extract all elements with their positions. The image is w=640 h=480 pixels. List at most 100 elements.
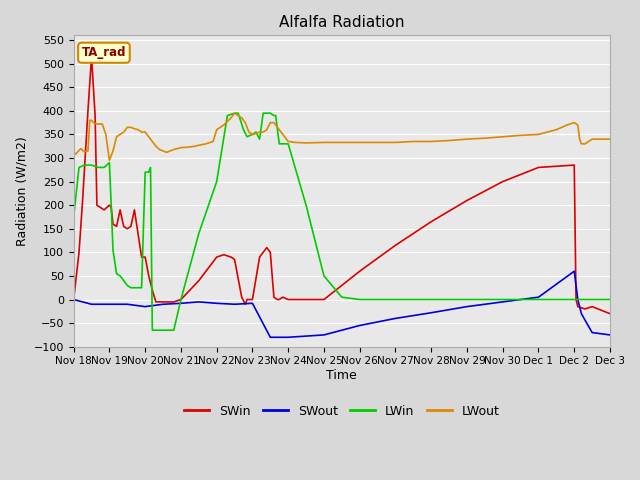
LWin bbox=[356, 297, 364, 302]
Line: LWout: LWout bbox=[74, 113, 610, 160]
Line: LWin: LWin bbox=[74, 113, 610, 330]
LWin bbox=[284, 141, 292, 147]
LWin bbox=[70, 214, 77, 220]
SWin bbox=[97, 204, 104, 210]
LWin bbox=[95, 165, 102, 170]
LWout bbox=[134, 127, 142, 132]
LWin bbox=[263, 110, 271, 116]
SWout bbox=[195, 299, 203, 305]
SWout bbox=[392, 315, 399, 321]
SWout bbox=[574, 297, 582, 302]
SWout bbox=[177, 300, 185, 306]
SWout bbox=[577, 311, 585, 317]
LWout bbox=[70, 153, 77, 158]
SWout bbox=[588, 330, 596, 336]
LWin bbox=[141, 169, 149, 175]
LWin bbox=[270, 113, 278, 119]
LWin bbox=[606, 297, 614, 302]
SWout bbox=[248, 300, 256, 306]
LWin bbox=[147, 165, 154, 170]
LWin bbox=[75, 165, 83, 170]
LWout bbox=[606, 136, 614, 142]
SWout bbox=[284, 335, 292, 340]
LWin bbox=[213, 179, 221, 184]
LWin bbox=[243, 134, 251, 140]
SWout bbox=[70, 297, 77, 302]
LWin bbox=[248, 132, 256, 137]
SWout bbox=[320, 332, 328, 338]
SWout bbox=[141, 304, 149, 310]
LWin bbox=[100, 165, 108, 170]
LWin bbox=[275, 141, 283, 147]
Line: SWout: SWout bbox=[74, 271, 610, 337]
LWin bbox=[138, 285, 145, 290]
LWout bbox=[116, 132, 124, 137]
SWin bbox=[108, 204, 115, 210]
LWin bbox=[252, 129, 260, 135]
LWin bbox=[134, 285, 142, 290]
SWout bbox=[428, 310, 435, 316]
Text: TA_rad: TA_rad bbox=[82, 46, 126, 59]
LWin bbox=[256, 136, 264, 142]
LWin bbox=[266, 110, 274, 116]
LWout bbox=[230, 110, 238, 116]
LWin bbox=[302, 202, 310, 208]
LWin bbox=[88, 162, 95, 168]
LWout bbox=[209, 139, 217, 144]
SWout bbox=[213, 300, 221, 306]
LWout bbox=[156, 146, 163, 152]
LWin bbox=[230, 110, 238, 116]
SWout bbox=[124, 301, 131, 307]
LWout bbox=[534, 132, 542, 137]
LWin bbox=[272, 113, 280, 119]
LWin bbox=[152, 327, 160, 333]
SWin bbox=[230, 256, 238, 262]
SWout bbox=[88, 301, 95, 307]
LWin bbox=[223, 113, 231, 119]
LWin bbox=[239, 127, 247, 132]
LWin bbox=[109, 247, 117, 253]
LWin bbox=[120, 278, 127, 284]
SWout bbox=[570, 268, 578, 274]
SWin bbox=[88, 54, 95, 60]
SWout bbox=[463, 304, 471, 310]
LWin bbox=[338, 294, 346, 300]
LWin bbox=[106, 160, 113, 166]
Line: SWin: SWin bbox=[74, 57, 610, 314]
LWin bbox=[124, 283, 131, 288]
SWout bbox=[230, 301, 238, 307]
Y-axis label: Radiation (W/m2): Radiation (W/m2) bbox=[15, 136, 28, 246]
LWin bbox=[234, 110, 242, 116]
LWin bbox=[145, 169, 152, 175]
LWin bbox=[108, 202, 115, 208]
SWout bbox=[159, 301, 167, 307]
Legend: SWin, SWout, LWin, LWout: SWin, SWout, LWin, LWout bbox=[179, 400, 505, 423]
SWout bbox=[106, 301, 113, 307]
LWin bbox=[570, 297, 578, 302]
Title: Alfalfa Radiation: Alfalfa Radiation bbox=[279, 15, 404, 30]
X-axis label: Time: Time bbox=[326, 369, 357, 382]
SWin bbox=[606, 311, 614, 317]
LWin bbox=[588, 297, 596, 302]
SWout bbox=[356, 323, 364, 328]
SWin bbox=[127, 224, 134, 229]
LWin bbox=[127, 285, 134, 290]
LWout bbox=[106, 157, 113, 163]
LWin bbox=[259, 110, 267, 116]
LWin bbox=[131, 285, 138, 290]
LWin bbox=[159, 327, 167, 333]
LWin bbox=[81, 162, 88, 168]
LWin bbox=[116, 273, 124, 279]
LWin bbox=[148, 327, 156, 333]
LWout bbox=[243, 124, 251, 130]
SWin bbox=[70, 297, 77, 302]
LWin bbox=[170, 327, 178, 333]
LWin bbox=[177, 297, 185, 302]
SWout bbox=[534, 294, 542, 300]
SWout bbox=[499, 299, 507, 305]
SWout bbox=[606, 332, 614, 338]
LWin bbox=[320, 273, 328, 279]
SWout bbox=[266, 335, 274, 340]
LWin bbox=[195, 230, 203, 236]
SWin bbox=[79, 198, 86, 204]
